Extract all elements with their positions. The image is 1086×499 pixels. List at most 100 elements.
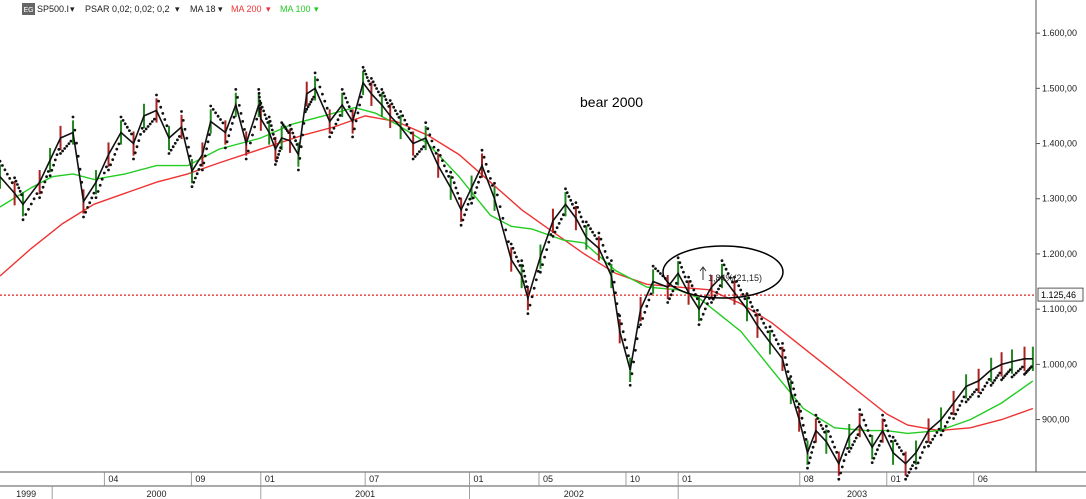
symbol-dropdown-icon[interactable]: ▾	[70, 4, 75, 14]
psar-dot	[285, 129, 289, 133]
psar-dot	[641, 317, 645, 320]
psar-dot	[202, 161, 206, 165]
psar-dot	[413, 155, 417, 158]
reference-line-label: 1.125,46	[1041, 290, 1076, 300]
bear-annotation[interactable]: bear 2000	[580, 94, 643, 110]
psar-dot	[420, 147, 423, 151]
psar-dot	[620, 322, 623, 326]
ma18-label[interactable]: MA 18	[190, 4, 216, 14]
psar-dot	[243, 127, 246, 131]
psar-dot	[283, 125, 286, 128]
psar-dot	[569, 198, 573, 202]
psar-dot	[328, 135, 332, 139]
psar-dot	[422, 145, 425, 149]
psar-dot	[989, 383, 993, 387]
psar-dot	[3, 168, 7, 172]
psar-dot	[63, 147, 67, 150]
psar-dot	[192, 180, 196, 184]
month-tick-label: 06	[978, 474, 988, 484]
psar-dot	[900, 449, 903, 453]
psar-dot	[1003, 374, 1007, 378]
psar-dot	[377, 90, 380, 94]
psar-dot	[43, 180, 47, 184]
psar-dot	[567, 195, 571, 198]
psar-dot	[800, 416, 804, 420]
psar-dot	[545, 248, 549, 252]
psar-label[interactable]: PSAR 0,02; 0,02; 0,2	[85, 4, 170, 14]
psar-dot	[902, 452, 905, 456]
psar-dot	[181, 119, 185, 122]
psar-dot	[954, 412, 958, 416]
price-line[interactable]	[0, 81, 1033, 466]
psar-dot	[847, 450, 851, 453]
psar-dot	[169, 148, 173, 152]
psar-dot	[269, 124, 273, 127]
psar-dot	[17, 186, 21, 190]
psar-dot	[844, 453, 848, 456]
psar-dot	[45, 175, 48, 179]
psar-dot	[310, 98, 314, 101]
psar-dot	[966, 398, 970, 401]
psar-dot	[565, 191, 569, 195]
year-tick-label: 2002	[564, 489, 584, 499]
ma200-label[interactable]: MA 200	[231, 4, 262, 14]
psar-dot	[964, 400, 968, 404]
psar-dot	[618, 314, 622, 318]
psar-dot	[373, 83, 377, 87]
psar-dot	[628, 383, 632, 387]
psar-dot	[868, 434, 872, 438]
psar-dot	[856, 433, 860, 436]
psar-dot	[456, 191, 460, 195]
psar-dot	[463, 213, 466, 217]
psar-dot	[571, 202, 574, 206]
psar-dot	[18, 189, 22, 193]
psar-dot	[330, 131, 334, 135]
psar-dot	[948, 416, 951, 420]
y-tick-label: 1.200,00	[1042, 249, 1077, 259]
psar-dot	[107, 168, 110, 172]
psar-dot	[511, 246, 515, 250]
highlight-ellipse[interactable]	[662, 245, 784, 299]
ma200-dropdown-icon[interactable]: ▾	[266, 4, 271, 14]
psar-dot	[555, 226, 559, 230]
psar-dot	[94, 196, 98, 200]
psar-dot	[958, 404, 962, 407]
psar-dot	[452, 181, 456, 185]
psar-dot	[188, 154, 192, 158]
psar-dot	[699, 318, 703, 321]
psar-dot	[301, 133, 304, 137]
symbol-name[interactable]: SP500.I	[37, 4, 69, 14]
psar-dot	[752, 309, 756, 313]
ma100-line[interactable]	[0, 106, 1034, 435]
psar-dot	[637, 325, 641, 329]
psar-dot	[375, 87, 378, 90]
ma100-label[interactable]: MA 100	[280, 4, 311, 14]
psar-dot	[851, 443, 855, 447]
psar-dot	[539, 270, 542, 274]
ma100-dropdown-icon[interactable]: ▾	[314, 4, 319, 14]
psar-dot	[35, 192, 39, 196]
psar-dot	[768, 325, 772, 329]
ma18-dropdown-icon[interactable]: ▾	[218, 4, 223, 14]
y-axis-ticks: 1.600,00 1.500,00 1.400,00 1.300,00 1.200,00…	[1036, 28, 1077, 425]
psar-dot	[244, 157, 248, 161]
psar-dot	[102, 171, 106, 175]
symbol-badge-icon[interactable]	[22, 3, 35, 15]
psar-dot	[65, 144, 69, 148]
psar-dot	[783, 356, 787, 359]
psar-dot	[418, 150, 421, 154]
psar-dot	[441, 159, 444, 163]
psar-dot	[206, 140, 210, 144]
psar-dot	[482, 155, 486, 159]
psar-dot	[788, 377, 791, 381]
psar-dot	[710, 301, 713, 304]
psar-dot	[504, 228, 508, 232]
month-tick-label: 07	[369, 474, 379, 484]
psar-dot	[383, 94, 386, 98]
ma200-line[interactable]	[0, 115, 1034, 432]
psar-dot	[80, 180, 84, 184]
psar-dot	[59, 152, 62, 155]
psar-dropdown-icon[interactable]: ▾	[175, 4, 180, 14]
psar-dot	[574, 201, 578, 205]
psar-dot	[952, 417, 955, 420]
